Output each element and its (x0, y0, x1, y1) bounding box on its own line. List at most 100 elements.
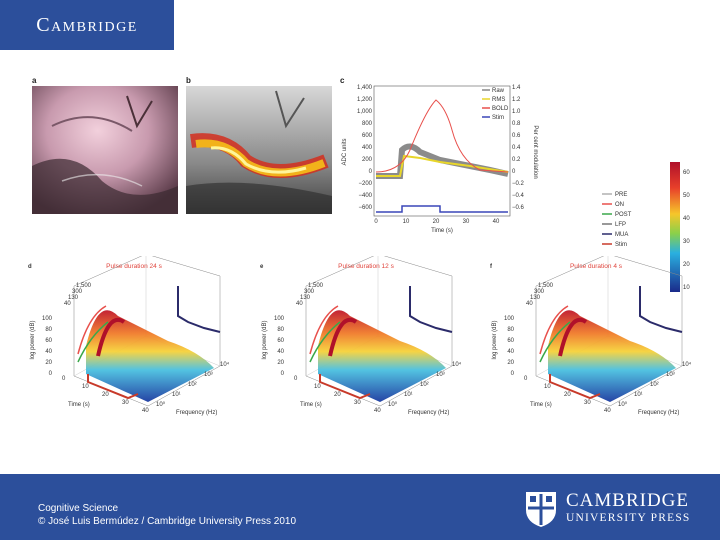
tick: 0.6 (512, 133, 521, 139)
top-tick: 130 (530, 295, 541, 301)
freq-tick: 10⁴ (682, 361, 692, 368)
line-legend: PRE ON POST LFP MUA Stim (602, 192, 632, 248)
freq-label: Frequency (Hz) (408, 410, 449, 416)
freq-tick: 10⁴ (220, 361, 230, 368)
top-tick: 300 (72, 289, 83, 295)
z-tick: 0 (49, 371, 53, 377)
panel-c-bold-trace (375, 99, 509, 173)
panel-c-x-ticks: 0 10 20 30 40 (374, 219, 500, 225)
on-trace (77, 305, 107, 355)
top-tick: 1,500 (538, 283, 554, 289)
shield-icon (526, 492, 556, 527)
panel-letter: e (260, 264, 264, 270)
cambridge-press-logo: CAMBRIDGE UNIVERSITY PRESS (524, 490, 709, 530)
tick: 1,400 (357, 85, 373, 91)
time-tick: 40 (604, 408, 611, 414)
z-tick: 20 (507, 360, 514, 366)
panel-a-brain-photo (32, 86, 178, 214)
time-label: Time (s) (300, 402, 322, 408)
z-tick: 20 (45, 360, 52, 366)
post-trace (539, 321, 571, 363)
time-tick: 0 (294, 376, 298, 382)
time-label: Time (s) (68, 402, 90, 408)
on-ridge (328, 318, 358, 357)
freq-tick: 10² (650, 382, 659, 388)
time-tick: 40 (374, 408, 381, 414)
panel-c-stim-trace (376, 205, 508, 213)
panel-letter: f (490, 264, 493, 270)
time-tick: 10 (314, 384, 321, 390)
tick: 10 (403, 219, 410, 225)
panel-c-legend: Raw RMS BOLD Stim (482, 88, 509, 121)
tick: −0.2 (512, 181, 525, 187)
top-tick: 130 (300, 295, 311, 301)
colorbar-gradient (670, 162, 680, 292)
tick: 1,200 (357, 97, 373, 103)
freq-tick: 10¹ (634, 392, 643, 398)
top-tick: 1,500 (308, 283, 324, 289)
tick: 30 (683, 239, 690, 245)
top-tick: 40 (64, 301, 71, 307)
panel-letter-c: c (340, 76, 345, 85)
panel-c-rms-trace (376, 154, 509, 177)
tick: 60 (683, 170, 690, 176)
panel-c-right-ticks: 1.4 1.2 1.0 0.8 0.6 0.4 0.2 0 −0.2 −0.4 … (512, 85, 525, 211)
mua-trace (639, 286, 683, 333)
time-tick: 0 (62, 376, 66, 382)
tick: 0.2 (512, 157, 521, 163)
z-tick: 80 (507, 327, 514, 333)
on-ridge (96, 318, 126, 357)
time-tick: 20 (102, 392, 109, 398)
panel-c-raw-trace (376, 143, 509, 179)
top-tick: 1,500 (76, 283, 92, 289)
tick: 0 (369, 169, 373, 175)
panel-c-y-right-label: Per cent modulation (532, 125, 538, 178)
colorbar: 60 50 40 30 20 10 (670, 162, 690, 292)
time-tick: 20 (564, 392, 571, 398)
time-tick: 30 (354, 400, 361, 406)
z-tick: 100 (42, 316, 53, 322)
panel-title: Pulse duration 24 s (106, 263, 162, 270)
legend-post: POST (615, 212, 632, 218)
tick: 1.2 (512, 97, 521, 103)
panel-title: Pulse duration 4 s (570, 263, 623, 270)
time-tick: 40 (142, 408, 149, 414)
z-tick: 80 (45, 327, 52, 333)
freq-tick: 10² (188, 382, 197, 388)
z-tick: 60 (277, 338, 284, 344)
on-trace (539, 305, 569, 355)
panel-title: Pulse duration 12 s (338, 263, 394, 270)
cambridge-logo-top: Cambridge (0, 0, 174, 50)
stim-trace (549, 374, 601, 400)
z-tick: 60 (507, 338, 514, 344)
z-tick: 40 (507, 349, 514, 355)
stim-trace (319, 374, 371, 400)
tick: 10 (683, 285, 690, 291)
freq-tick: 10⁴ (452, 361, 462, 368)
tick: −400 (358, 193, 372, 199)
legend-bold: BOLD (492, 106, 509, 112)
z-label: log power (dB) (492, 320, 498, 359)
freq-tick: 10¹ (404, 392, 413, 398)
tick: 800 (362, 121, 373, 127)
tick: 0.8 (512, 121, 521, 127)
z-tick: 100 (274, 316, 285, 322)
on-trace (309, 305, 339, 355)
time-tick: 30 (584, 400, 591, 406)
time-label: Time (s) (530, 402, 552, 408)
tick: 40 (493, 219, 500, 225)
z-tick: 40 (45, 349, 52, 355)
spectrogram-surface (86, 310, 214, 402)
tick: 0.4 (512, 145, 521, 151)
tick: 20 (683, 262, 690, 268)
freq-label: Frequency (Hz) (176, 410, 217, 416)
footer-line-2: © José Luis Bermúdez / Cambridge Univers… (38, 516, 297, 527)
tick: 1.0 (512, 109, 521, 115)
tick: 50 (683, 193, 690, 199)
tick: −200 (358, 181, 372, 187)
top-tick: 130 (68, 295, 79, 301)
z-label: log power (dB) (30, 320, 36, 359)
panel-c-y-left-label: ADC units (342, 138, 348, 165)
